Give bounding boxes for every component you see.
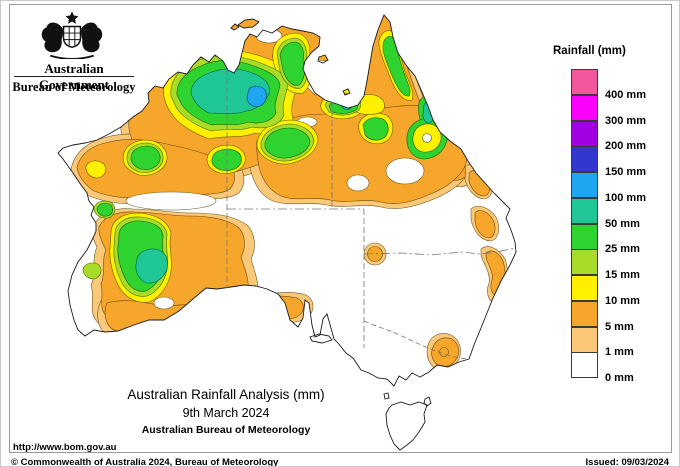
island-bathurst (230, 23, 240, 31)
rain-layer-100mm (246, 85, 267, 107)
legend-label-10-mm: 10 mm (605, 295, 640, 307)
island-melville (237, 18, 260, 29)
legend-swatch-5-mm (571, 301, 598, 327)
legend-label-100-mm: 100 mm (605, 192, 646, 204)
legend-swatch-25-mm (571, 224, 598, 250)
island-king (383, 392, 390, 400)
legend-swatch-150-mm (571, 146, 598, 172)
caption-date: 9th March 2024 (182, 406, 270, 420)
rainfall-contours (70, 15, 512, 371)
issued-date: Issued: 09/03/2024 (585, 457, 669, 467)
header-divider (14, 76, 134, 77)
legend-swatch-15-mm (571, 249, 598, 275)
island-flinders (423, 396, 432, 407)
legend-swatch-10-mm (571, 275, 598, 301)
legend-label-200-mm: 200 mm (605, 140, 646, 152)
coastline (57, 14, 517, 451)
caption-title: Australian Rainfall Analysis (mm) (127, 387, 325, 402)
legend-label-25-mm: 25 mm (605, 243, 640, 255)
island-groote (317, 54, 329, 64)
legend-label-0-mm: 0 mm (605, 372, 634, 384)
legend-title: Rainfall (mm) (553, 45, 626, 57)
legend-swatch-100-mm (571, 172, 598, 198)
state-borders (226, 69, 516, 360)
australian-coat-of-arms-icon (41, 11, 103, 59)
government-title: Australian Government (38, 61, 110, 92)
map-caption: Australian Rainfall Analysis (mm) 9th Ma… (76, 387, 376, 436)
tasmania-coastline (385, 401, 428, 451)
map-frame (9, 4, 672, 453)
legend-swatch-200-mm (571, 121, 598, 147)
legend-swatch-400-mm (571, 69, 598, 95)
legend-swatch-300-mm (571, 95, 598, 121)
legend-label-1-mm: 1 mm (605, 346, 634, 358)
legend-label-300-mm: 300 mm (605, 115, 646, 127)
island-mornington (342, 88, 351, 96)
legend-swatch-1-mm (571, 327, 598, 353)
copyright-text: © Commonwealth of Australia 2024, Bureau… (11, 457, 279, 467)
caption-organisation: Australian Bureau of Meteorology (141, 424, 311, 436)
island-kangaroo (309, 333, 333, 344)
bureau-title: Bureau of Meteorology (12, 80, 136, 94)
legend-label-15-mm: 15 mm (605, 269, 640, 281)
legend-swatch-50-mm (571, 198, 598, 224)
legend-label-50-mm: 50 mm (605, 218, 640, 230)
legend-swatch-0-mm (571, 352, 598, 378)
rainfall-legend: 400 mm 300 mm 200 mm 150 mm 100 mm 50 mm 25 mm… (571, 69, 671, 389)
legend-label-5-mm: 5 mm (605, 321, 634, 333)
legend-label-400-mm: 400 mm (605, 89, 646, 101)
legend-label-150-mm: 150 mm (605, 166, 646, 178)
bom-url: http://www.bom.gov.au (13, 442, 117, 453)
